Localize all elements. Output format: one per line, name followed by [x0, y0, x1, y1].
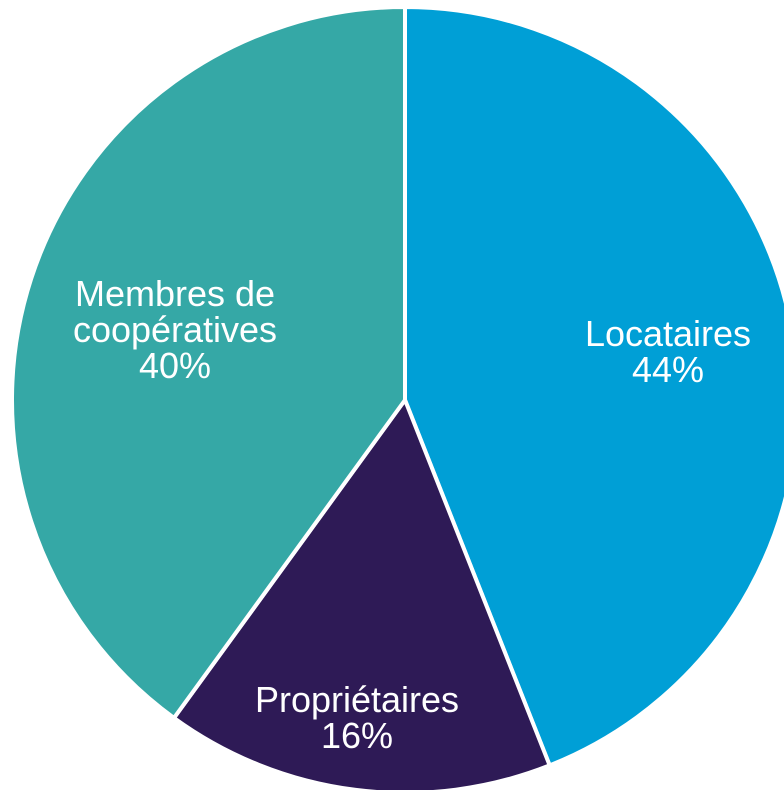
value-label: 40% — [138, 345, 212, 386]
value-label: 44% — [631, 349, 705, 390]
slice-label: Locataires 44% — [553, 316, 783, 388]
slice-label: Membres de coopératives 40% — [15, 276, 335, 384]
value-label: 16% — [320, 715, 394, 756]
pie-slice — [403, 5, 784, 768]
slice-label: Propriétaires 16% — [207, 682, 507, 754]
category-label: Locataires — [584, 313, 752, 354]
category-label: Membres de coopératives — [72, 273, 278, 350]
category-label: Propriétaires — [254, 679, 460, 720]
pie-slice — [10, 5, 407, 720]
